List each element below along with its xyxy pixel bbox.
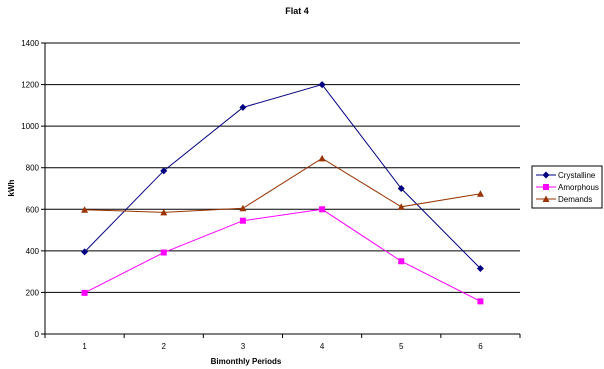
legend-label-amorphous: Amorphous bbox=[558, 183, 599, 192]
legend-label-crystalline: Crystalline bbox=[558, 171, 596, 180]
y-tick-label: 1000 bbox=[21, 122, 39, 131]
x-axis-title: Bimonthly Periods bbox=[211, 357, 282, 366]
y-tick-label: 600 bbox=[26, 205, 40, 214]
data-point-demands bbox=[239, 204, 247, 212]
data-point-amorphous bbox=[81, 289, 88, 296]
data-point-crystalline bbox=[397, 185, 405, 192]
x-tick-label: 1 bbox=[82, 342, 87, 351]
data-point-amorphous bbox=[160, 249, 167, 256]
legend-item-crystalline: Crystalline bbox=[536, 171, 596, 180]
grid-layer bbox=[45, 42, 520, 335]
series-line-demands bbox=[84, 157, 481, 213]
data-point-demands bbox=[476, 190, 484, 197]
series-line-crystalline bbox=[84, 83, 481, 269]
data-point-crystalline bbox=[239, 103, 247, 111]
y-tick-label: 800 bbox=[26, 164, 40, 173]
y-tick-label: 0 bbox=[35, 330, 40, 339]
series-amorphous bbox=[81, 206, 484, 305]
x-tick-label: 4 bbox=[320, 342, 325, 351]
data-point-crystalline bbox=[81, 248, 89, 256]
legend-marker-amorphous bbox=[543, 184, 549, 190]
x-tick-label: 3 bbox=[241, 342, 246, 351]
axis-layer: 0 200 400 600 800 1000 1200 1400 1 2 3 4 5 6 bbox=[21, 39, 521, 351]
data-point-amorphous bbox=[477, 298, 484, 305]
y-tick-label: 200 bbox=[26, 288, 40, 297]
data-point-crystalline bbox=[318, 81, 326, 89]
series-layer bbox=[81, 81, 484, 305]
series-line-amorphous bbox=[84, 208, 481, 302]
data-point-amorphous bbox=[319, 206, 326, 213]
y-tick-label: 1400 bbox=[21, 39, 39, 48]
y-axis-title: kWh bbox=[7, 179, 16, 196]
series-demands bbox=[81, 154, 484, 216]
legend-item-demands: Demands bbox=[536, 195, 592, 204]
legend: Crystalline Amorphous Demands bbox=[531, 165, 603, 209]
data-point-demands bbox=[160, 208, 168, 216]
x-tick-label: 2 bbox=[162, 342, 167, 351]
data-point-amorphous bbox=[239, 217, 246, 224]
legend-marker-crystalline bbox=[542, 171, 550, 179]
data-point-crystalline bbox=[476, 265, 484, 273]
data-point-amorphous bbox=[398, 258, 405, 265]
data-point-demands bbox=[318, 154, 326, 162]
legend-label-demands: Demands bbox=[558, 195, 592, 204]
chart-title: Flat 4 bbox=[285, 6, 309, 16]
y-tick-label: 1200 bbox=[21, 81, 39, 90]
x-tick-label: 6 bbox=[478, 342, 483, 351]
x-tick-label: 5 bbox=[399, 342, 404, 351]
series-crystalline bbox=[81, 81, 484, 273]
data-point-demands bbox=[397, 203, 405, 210]
y-tick-label: 400 bbox=[26, 247, 40, 256]
legend-marker-demands bbox=[542, 195, 550, 202]
legend-item-amorphous: Amorphous bbox=[536, 183, 599, 192]
data-point-demands bbox=[81, 206, 89, 213]
data-point-crystalline bbox=[160, 167, 168, 175]
